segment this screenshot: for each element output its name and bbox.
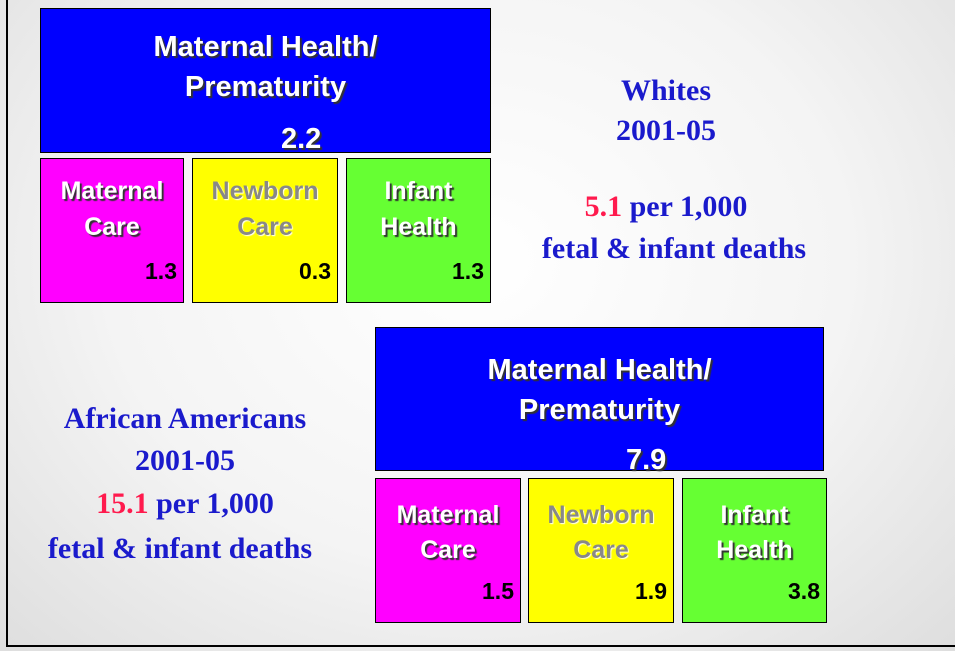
main-box: Maternal Health/ Prematurity 2.2 xyxy=(40,8,491,155)
part-label: Health xyxy=(380,213,457,241)
frame xyxy=(6,0,8,647)
part-box: Maternal Care 1.3 xyxy=(40,158,184,303)
part-label: Care xyxy=(573,536,629,564)
part-value: 1.3 xyxy=(452,258,484,284)
part-box: Newborn Care 0.3 xyxy=(192,158,338,303)
population: Whites xyxy=(621,74,711,107)
part-label: Newborn xyxy=(547,501,655,529)
period: 2001-05 xyxy=(135,444,235,477)
population: African Americans xyxy=(63,402,307,435)
part-value: 1.9 xyxy=(635,578,667,604)
main-label: Maternal Health/ xyxy=(487,354,712,386)
part-box: Newborn Care 1.9 xyxy=(528,478,674,623)
part-box: Infant Health 3.8 xyxy=(682,478,827,623)
main-label: Prematurity xyxy=(184,71,347,103)
rate-unit: per 1,000 xyxy=(156,487,274,520)
rate-line: 5.1 per 1,000 xyxy=(585,190,748,224)
part-value: 0.3 xyxy=(299,258,331,284)
frame xyxy=(6,645,955,647)
part-label: Maternal xyxy=(60,177,164,205)
rate: 5.1 xyxy=(584,190,623,223)
main-value: 7.9 xyxy=(626,444,667,476)
part-label: Health xyxy=(716,536,793,564)
part-label: Newborn xyxy=(211,177,319,205)
part-label: Care xyxy=(84,213,140,241)
rate-line: 15.1 per 1,000 xyxy=(96,487,274,521)
deaths-label: fetal & infant deaths xyxy=(47,532,313,565)
deaths-label: fetal & infant deaths xyxy=(541,232,807,265)
part-box: Infant Health 1.3 xyxy=(346,158,491,303)
main-label: Maternal Health/ xyxy=(153,31,378,63)
part-value: 3.8 xyxy=(788,578,820,604)
part-label: Care xyxy=(237,213,293,241)
part-value: 1.3 xyxy=(145,258,177,284)
rate-unit: per 1,000 xyxy=(629,190,748,223)
part-label: Maternal xyxy=(396,501,500,529)
main-label: Prematurity xyxy=(518,394,681,426)
part-label: Infant xyxy=(720,501,789,529)
period: 2001-05 xyxy=(616,114,716,147)
part-label: Infant xyxy=(384,177,453,205)
part-value: 1.5 xyxy=(482,578,514,604)
rate: 15.1 xyxy=(96,487,149,520)
main-box: Maternal Health/ Prematurity 7.9 xyxy=(375,327,824,476)
main-value: 2.2 xyxy=(281,123,322,155)
part-box: Maternal Care 1.5 xyxy=(375,478,521,623)
part-label: Care xyxy=(420,536,476,564)
